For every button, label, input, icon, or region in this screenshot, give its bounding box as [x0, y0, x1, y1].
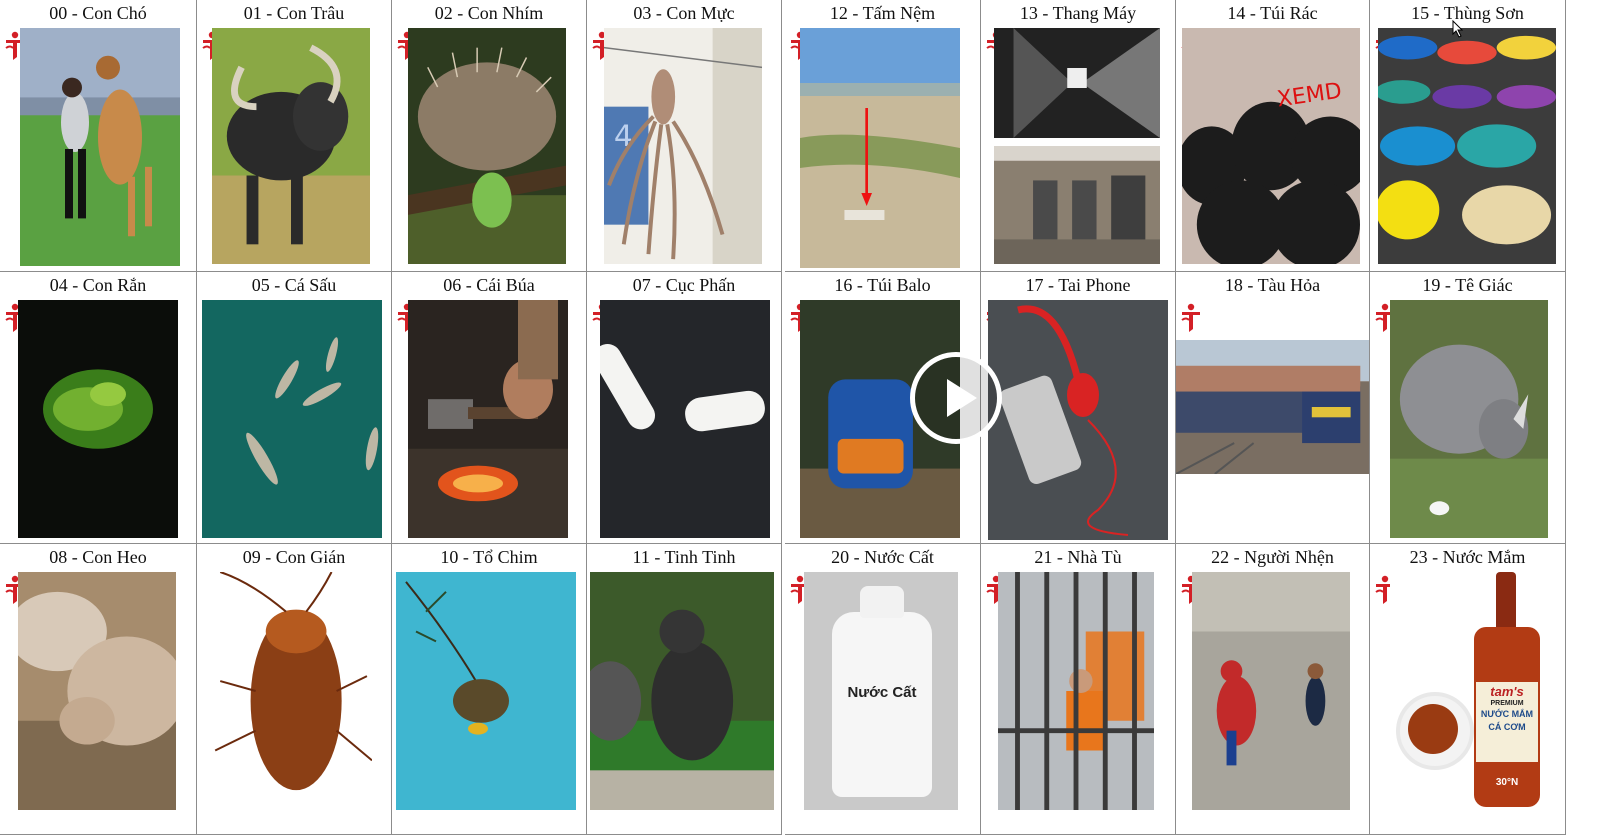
- fish-sauce-name2: CÁ CƠM: [1488, 722, 1526, 732]
- card-label: 15 - Thùng Sơn: [1411, 3, 1524, 23]
- card-12: 12 - Tấm Nệm: [785, 0, 981, 272]
- card-photo-07: [600, 300, 770, 538]
- bottle-label-panel: [1476, 682, 1538, 762]
- sauce-in-bowl: [1408, 704, 1458, 754]
- card-19: 19 - Tê Giác: [1370, 272, 1566, 544]
- card-photo-20: Nước Cất: [804, 572, 958, 810]
- card-04: 04 - Con Rắn: [0, 272, 197, 544]
- card-label: 20 - Nước Cất: [831, 547, 934, 567]
- card-10: 10 - Tổ Chim: [392, 544, 587, 835]
- video-play-button[interactable]: [910, 352, 1002, 444]
- card-08: 08 - Con Heo: [0, 544, 197, 835]
- fish-sauce-premium: PREMIUM: [1490, 700, 1524, 707]
- card-label: 16 - Túi Balo: [834, 275, 931, 295]
- card-label: 05 - Cá Sấu: [251, 275, 337, 295]
- card-label: 17 - Tai Phone: [1025, 275, 1131, 295]
- card-photo-14: XEMD: [1182, 28, 1360, 264]
- bottle-cap: [860, 586, 904, 618]
- card-photo-09: [200, 572, 372, 810]
- card-label: 10 - Tổ Chim: [440, 547, 538, 567]
- card-label: 22 - Người Nhện: [1211, 547, 1334, 567]
- card-photo-21: [998, 572, 1154, 810]
- card-06: 06 - Cái Búa: [392, 272, 587, 544]
- card-23: 23 - Nước Mắm tam's PREMIUM NƯỚC MẮM CÁ CƠM 3…: [1370, 544, 1566, 835]
- card-label: 07 - Cục Phấn: [632, 275, 736, 295]
- fish-sauce-degree: 30°N: [1495, 777, 1519, 788]
- card-label: 04 - Con Rắn: [49, 275, 147, 295]
- brand-logo-icon: [1180, 302, 1202, 332]
- card-label: 00 - Con Chó: [49, 3, 147, 23]
- card-photo-02: [408, 28, 566, 264]
- card-label: 18 - Tàu Hỏa: [1224, 275, 1321, 295]
- card-label: 13 - Thang Máy: [1019, 3, 1137, 23]
- card-photo-13: [994, 28, 1160, 138]
- card-14: 14 - Túi Rác XEMD: [1176, 0, 1370, 272]
- card-label: 19 - Tê Giác: [1422, 275, 1513, 295]
- card-18: 18 - Tàu Hỏa: [1176, 272, 1370, 544]
- card-label: 09 - Con Gián: [242, 547, 346, 567]
- card-label: 08 - Con Heo: [49, 547, 147, 567]
- card-21: 21 - Nhà Tù: [981, 544, 1176, 835]
- card-photo-18: [1176, 340, 1369, 474]
- card-label: 02 - Con Nhím: [434, 3, 544, 23]
- bottle-neck: [1496, 572, 1516, 632]
- card-00: 00 - Con Chó: [0, 0, 197, 272]
- card-photo-08: [18, 572, 176, 810]
- card-09: 09 - Con Gián: [197, 544, 392, 835]
- card-03: 03 - Con Mực 4: [587, 0, 782, 272]
- card-label: 11 - Tinh Tinh: [632, 547, 736, 567]
- card-22: 22 - Người Nhện: [1176, 544, 1370, 835]
- card-photo-03: 4: [604, 28, 762, 264]
- card-photo-19: [1390, 300, 1548, 538]
- bottle-label: Nước Cất: [847, 684, 917, 701]
- card-label: 21 - Nhà Tù: [1034, 547, 1122, 567]
- bottle-image: [832, 612, 932, 797]
- card-label: 12 - Tấm Nệm: [829, 3, 936, 23]
- card-05: 05 - Cá Sấu: [197, 272, 392, 544]
- card-photo-23: tam's PREMIUM NƯỚC MẮM CÁ CƠM 30°N: [1390, 572, 1554, 810]
- card-photo-06: [408, 300, 568, 538]
- card-photo-17: [988, 300, 1168, 540]
- card-label: 06 - Cái Búa: [443, 275, 535, 295]
- card-13: 13 - Thang Máy: [981, 0, 1176, 272]
- card-11: 11 - Tinh Tinh: [587, 544, 782, 835]
- fish-sauce-name: NƯỚC MẮM: [1480, 709, 1534, 719]
- card-17: 17 - Tai Phone: [981, 272, 1176, 544]
- card-02: 02 - Con Nhím: [392, 0, 587, 272]
- mouse-cursor-icon: [1452, 20, 1464, 38]
- card-photo-15: [1378, 28, 1556, 264]
- card-20: 20 - Nước Cất Nước Cất: [785, 544, 981, 835]
- card-label: 01 - Con Trâu: [243, 3, 345, 23]
- card-photo-01: [212, 28, 370, 264]
- card-photo-10: [396, 572, 576, 810]
- card-photo-11: [590, 572, 774, 810]
- card-15: 15 - Thùng Sơn: [1370, 0, 1566, 272]
- card-07: 07 - Cục Phấn: [587, 272, 782, 544]
- card-photo-04: [18, 300, 178, 538]
- card-photo-05: [202, 300, 382, 538]
- card-photo-13: [994, 146, 1160, 264]
- card-label: 23 - Nước Mắm: [1409, 547, 1526, 567]
- card-label: 14 - Túi Rác: [1227, 3, 1318, 23]
- card-label: 03 - Con Mực: [633, 3, 735, 23]
- card-01: 01 - Con Trâu: [197, 0, 392, 272]
- fish-sauce-brand: tam's: [1490, 684, 1524, 699]
- card-photo-22: [1192, 572, 1350, 810]
- card-photo-12: [800, 28, 960, 268]
- card-photo-00: [20, 28, 180, 266]
